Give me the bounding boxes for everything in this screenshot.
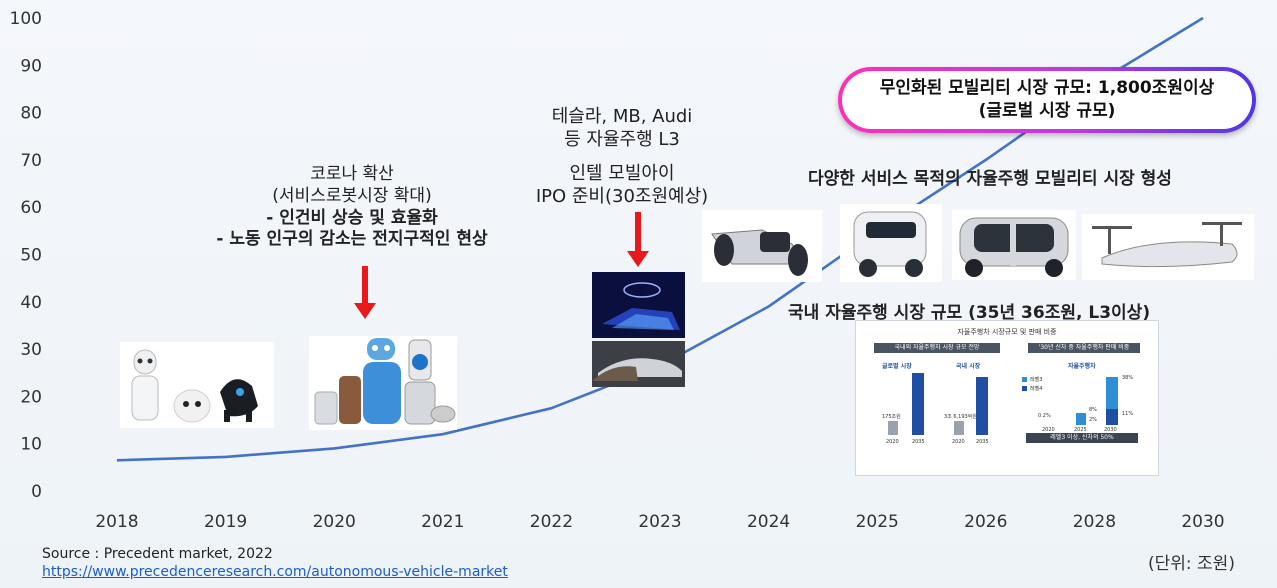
y-tick-label: 70 xyxy=(20,151,42,171)
x-tick-label: 2030 xyxy=(1181,512,1224,532)
report-legend-l3 xyxy=(1022,377,1027,382)
report-legend-l4-label: 레벨4 xyxy=(1030,386,1043,392)
y-tick-label: 20 xyxy=(20,387,42,407)
tesla-line2: 등 자율주행 L3 xyxy=(564,129,680,151)
air-mobility-image xyxy=(1082,214,1254,280)
covid-line3: - 인건비 상승 및 효율화 xyxy=(266,207,438,228)
report-bar xyxy=(976,377,988,435)
intel-annotation: 인텔 모빌아이 IPO 준비(30조원예상) xyxy=(502,162,742,208)
report-pct: 38% xyxy=(1122,375,1134,381)
x-tick-label: 2022 xyxy=(530,512,573,532)
x-tick-label: 2025 xyxy=(856,512,899,532)
callout-line1: 무인화된 모빌리티 시장 규모: 1,800조원이상 xyxy=(879,78,1215,99)
x-tick-label: 2028 xyxy=(1073,512,1116,532)
report-bar xyxy=(1076,413,1086,425)
report-year: 2030 xyxy=(1104,427,1117,433)
report-bar xyxy=(912,373,924,435)
report-value-global-2020: 175조원 xyxy=(882,414,901,420)
source-link[interactable]: https://www.precedenceresearch.com/auton… xyxy=(42,564,508,581)
report-year: 2020 xyxy=(1042,427,1055,433)
report-year: 2020 xyxy=(952,439,965,445)
report-title: 자율주행차 시장규모 및 판매 비중 xyxy=(957,328,1057,336)
covid-annotation: 코로나 확산 (서비스로봇시장 확대) - 인건비 상승 및 효율화 - 노동 … xyxy=(172,164,532,251)
covid-line1: 코로나 확산 xyxy=(310,164,394,184)
report-left-header: 국내외 자율주행차 시장 규모 전망 xyxy=(874,343,1000,353)
report-global-label: 글로벌 시장 xyxy=(882,363,912,370)
unit-label: (단위: 조원) xyxy=(1148,554,1235,574)
covid-line4: - 노동 인구의 감소는 전지구적인 현상 xyxy=(216,229,488,250)
y-tick-label: 50 xyxy=(20,246,42,266)
report-legend-l3-label: 레벨3 xyxy=(1030,377,1043,383)
report-footer: 레벨3 이상, 신차의 50% xyxy=(1026,433,1138,443)
x-tick-label: 2023 xyxy=(638,512,681,532)
callout-line2: (글로벌 시장 규모) xyxy=(978,101,1116,121)
x-tick-label: 2020 xyxy=(313,512,356,532)
report-year: 2035 xyxy=(976,439,989,445)
report-bar xyxy=(1106,409,1118,425)
y-tick-label: 0 xyxy=(31,482,42,502)
source-citation: Source : Precedent market, 2022 https://… xyxy=(42,545,508,581)
x-tick-label: 2018 xyxy=(95,512,138,532)
x-tick-label: 2019 xyxy=(204,512,247,532)
robots-image-2019 xyxy=(120,342,274,428)
report-value-domestic-2020: 3조 6,193억원 xyxy=(944,414,977,420)
covid-line2: (서비스로봇시장 확대) xyxy=(272,185,432,206)
y-tick-label: 40 xyxy=(20,293,42,313)
x-tick-label: 2021 xyxy=(421,512,464,532)
report-year: 2025 xyxy=(1074,427,1087,433)
intel-line1: 인텔 모빌아이 xyxy=(569,163,675,184)
y-tick-label: 100 xyxy=(10,9,42,29)
report-year: 2035 xyxy=(912,439,925,445)
x-axis: 2018 2019 2020 2021 2022 2023 2024 2025 2026 2028… xyxy=(95,512,1224,532)
mobileye-image xyxy=(592,272,685,338)
report-pct: 0.2% xyxy=(1038,413,1051,419)
tesla-annotation: 테슬라, MB, Audi 등 자율주행 L3 xyxy=(512,105,732,151)
y-tick-label: 30 xyxy=(20,340,42,360)
market-report-figure: 자율주행차 시장규모 및 판매 비중 국내외 자율주행차 시장 규모 전망 '3… xyxy=(855,320,1159,476)
autonomous-shuttle-image xyxy=(840,204,942,282)
x-tick-label: 2026 xyxy=(964,512,1007,532)
y-tick-label: 60 xyxy=(20,198,42,218)
y-tick-label: 10 xyxy=(20,435,42,455)
domestic-market-label: 국내 자율주행 시장 규모 (35년 36조원, L3이상) xyxy=(788,303,1151,323)
report-bar xyxy=(1106,377,1118,409)
diverse-mobility-label: 다양한 서비스 목적의 자율주행 모빌리티 시장 형성 xyxy=(808,169,1172,189)
report-right-header: '30년 신차 중 자율주행차 판매 비중 xyxy=(1028,343,1140,353)
report-year: 2020 xyxy=(886,439,899,445)
source-line: Source : Precedent market, 2022 xyxy=(42,546,273,562)
x-tick-label: 2024 xyxy=(747,512,790,532)
robotaxi-image xyxy=(952,210,1076,280)
report-legend-l4 xyxy=(1022,386,1027,391)
global-market-callout: 무인화된 모빌리티 시장 규모: 1,800조원이상 (글로벌 시장 규모) xyxy=(838,67,1256,133)
concept-car-image xyxy=(592,341,685,387)
y-tick-label: 90 xyxy=(20,56,42,76)
report-pct: 8% xyxy=(1089,407,1097,413)
y-axis: 0 10 20 30 40 50 60 70 80 90 100 xyxy=(10,9,42,502)
y-tick-label: 80 xyxy=(20,104,42,124)
report-bar xyxy=(954,421,964,435)
intel-line2: IPO 준비(30조원예상) xyxy=(535,186,709,208)
report-pct: 2% xyxy=(1089,417,1097,423)
tesla-line1: 테슬라, MB, Audi xyxy=(551,106,693,127)
report-pct: 11% xyxy=(1122,411,1134,417)
delivery-robot-image xyxy=(702,210,822,282)
service-robots-image-2020 xyxy=(309,336,457,430)
report-domestic-label: 국내 시장 xyxy=(956,363,981,370)
report-bar xyxy=(888,421,898,435)
report-autonomous-label: 자율주행차 xyxy=(1068,363,1096,370)
